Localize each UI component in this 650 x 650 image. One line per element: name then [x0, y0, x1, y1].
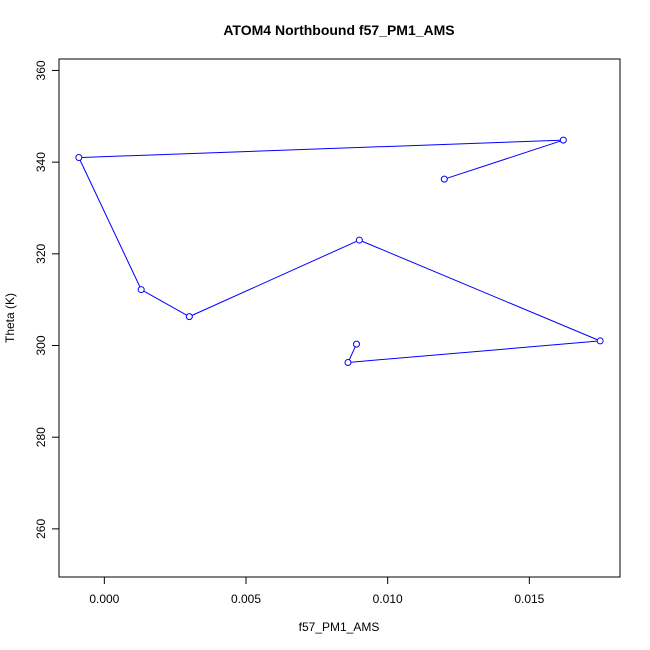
plot-frame	[58, 58, 621, 578]
y-tick-label: 300	[34, 335, 48, 355]
data-point	[185, 313, 193, 321]
chart-title: ATOM4 Northbound f57_PM1_AMS	[223, 22, 454, 38]
series-line-segment	[350, 340, 598, 363]
y-tick-label: 280	[34, 427, 48, 447]
data-point	[355, 236, 363, 244]
x-tick-label: 0.015	[514, 592, 544, 606]
series-layer	[75, 136, 604, 366]
data-point	[344, 358, 352, 366]
x-axis: 0.000 0.005 0.010 0.015	[89, 576, 545, 606]
data-point	[137, 286, 145, 294]
series-line-segment	[191, 240, 357, 316]
series-line-segment	[348, 346, 356, 360]
series-line-segment	[361, 240, 598, 341]
y-tick-label: 340	[34, 152, 48, 172]
data-point	[440, 175, 448, 183]
y-axis: 260 280 300 320 340 360	[34, 60, 60, 539]
y-tick-label: 260	[34, 519, 48, 539]
y-axis-label: Theta (K)	[3, 293, 17, 343]
data-point	[559, 136, 567, 144]
series-line-segment	[143, 290, 187, 316]
x-tick-label: 0.005	[231, 592, 261, 606]
x-axis-label: f57_PM1_AMS	[299, 620, 380, 634]
series-line-segment	[447, 140, 561, 179]
data-point	[75, 154, 83, 162]
y-tick-label: 360	[34, 60, 48, 80]
series-line-segment	[81, 139, 561, 158]
y-tick-label: 320	[34, 243, 48, 263]
data-point	[353, 340, 360, 348]
series-line-segment	[79, 160, 141, 288]
data-point	[596, 337, 604, 345]
x-tick-label: 0.000	[89, 592, 119, 606]
x-tick-label: 0.010	[373, 592, 403, 606]
